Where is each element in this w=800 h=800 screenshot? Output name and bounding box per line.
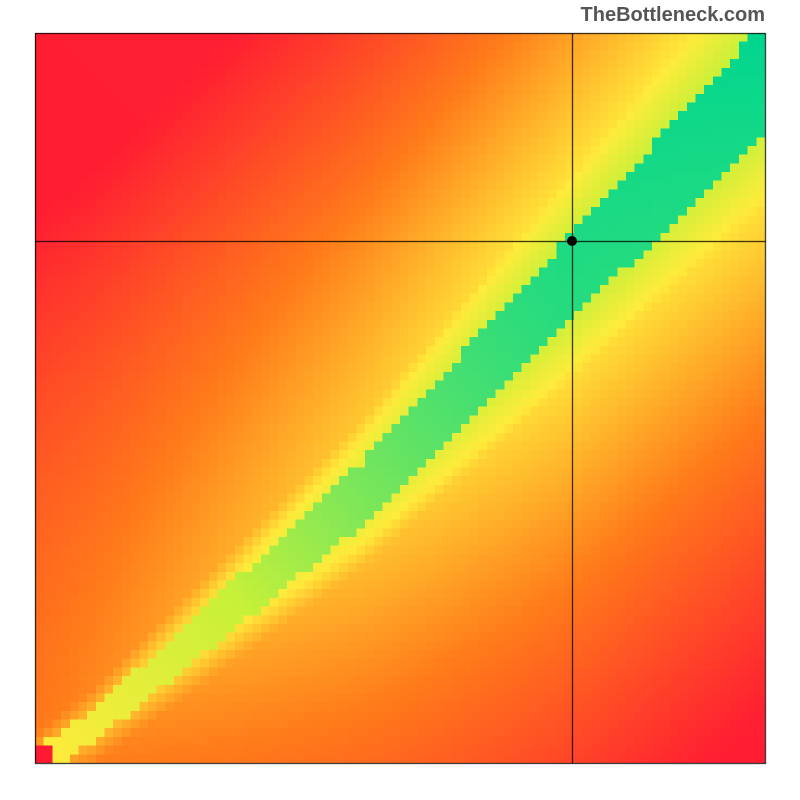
watermark-text: TheBottleneck.com [581,4,765,27]
heatmap-canvas [35,33,765,763]
data-point-marker [567,236,577,246]
chart-container: TheBottleneck.com [0,0,800,800]
